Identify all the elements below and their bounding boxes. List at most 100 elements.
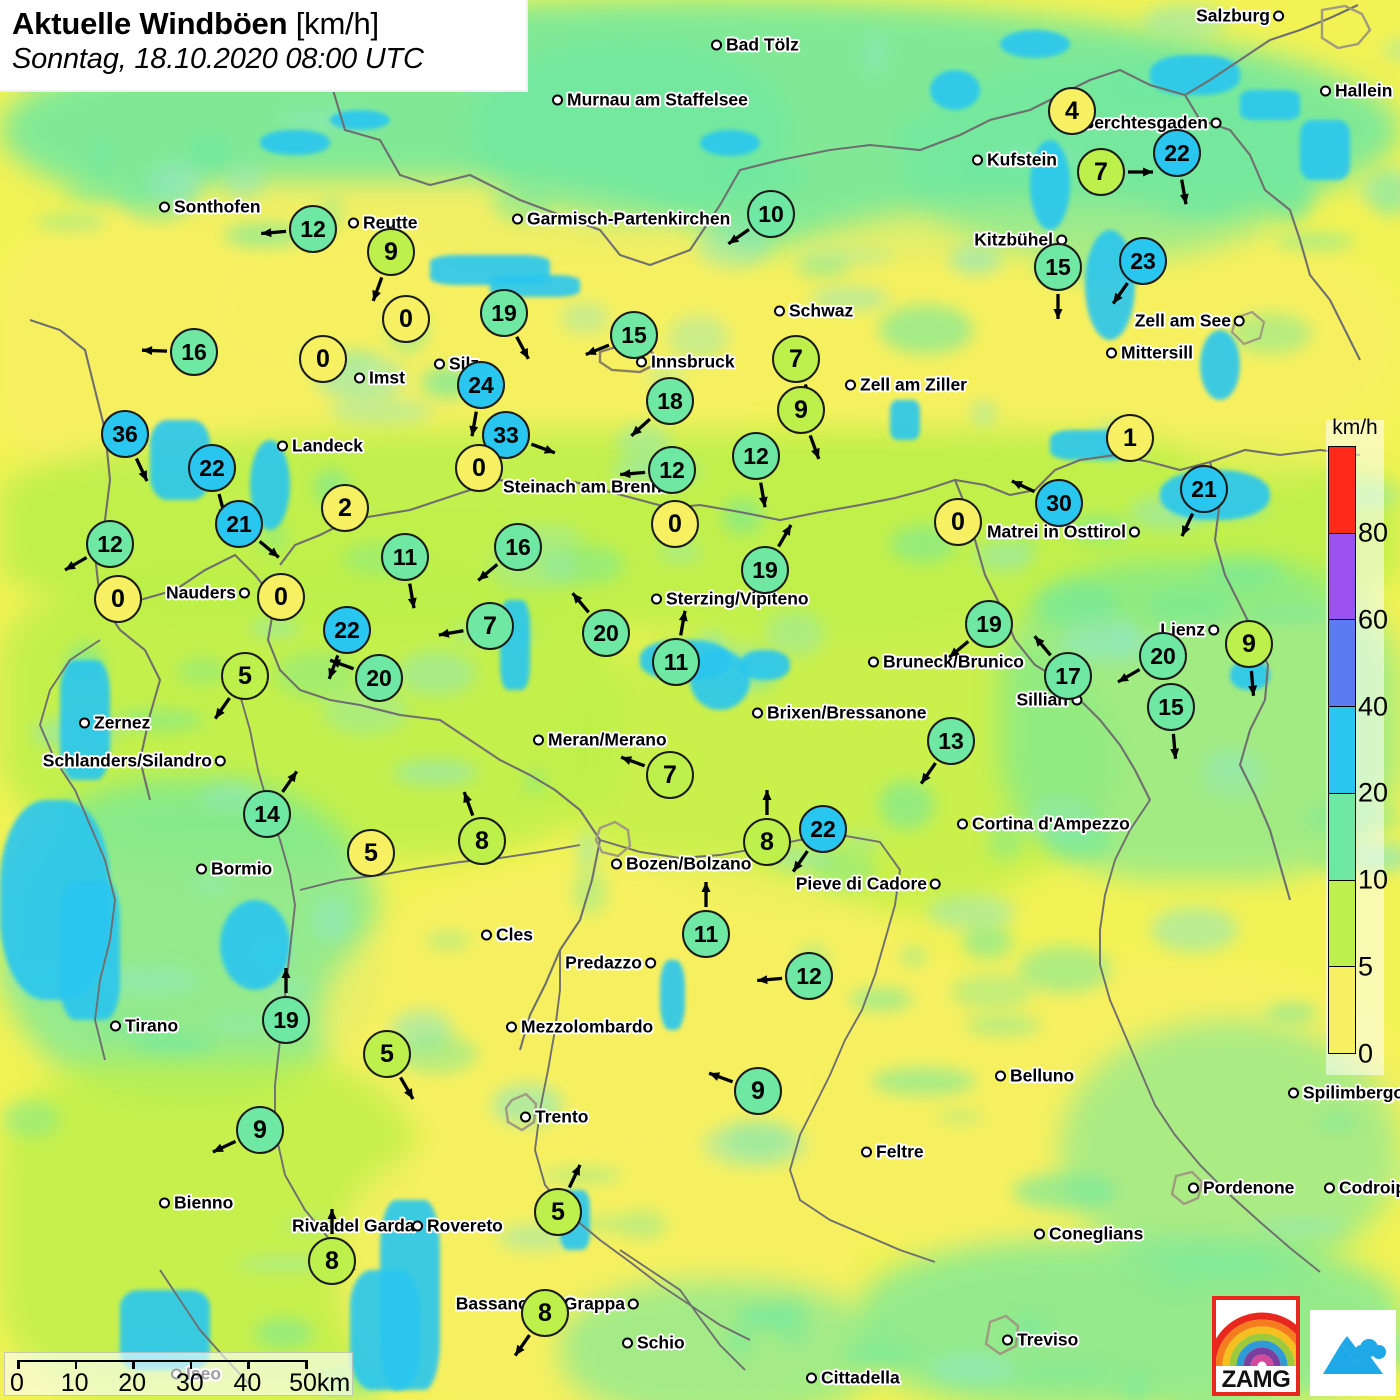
wind-station-marker[interactable]: 24: [457, 361, 505, 409]
wind-station-marker[interactable]: 16: [170, 328, 218, 376]
station-value-circle[interactable]: 5: [347, 829, 395, 877]
wind-station-marker[interactable]: 22: [799, 805, 847, 853]
station-value-circle[interactable]: 21: [1180, 465, 1228, 513]
wind-station-marker[interactable]: 7: [1077, 148, 1125, 196]
station-value-circle[interactable]: 12: [785, 952, 833, 1000]
wind-station-marker[interactable]: 9: [1225, 620, 1273, 668]
station-value-circle[interactable]: 12: [732, 432, 780, 480]
wind-station-marker[interactable]: 8: [458, 817, 506, 865]
station-value-circle[interactable]: 7: [1077, 148, 1125, 196]
station-value-circle[interactable]: 18: [646, 377, 694, 425]
wind-station-marker[interactable]: 19: [480, 289, 528, 337]
station-value-circle[interactable]: 20: [582, 609, 630, 657]
station-value-circle[interactable]: 5: [534, 1188, 582, 1236]
wind-station-marker[interactable]: 0: [94, 575, 142, 623]
wind-station-marker[interactable]: 12: [648, 446, 696, 494]
station-value-circle[interactable]: 13: [927, 717, 975, 765]
station-value-circle[interactable]: 16: [170, 328, 218, 376]
station-value-circle[interactable]: 0: [934, 498, 982, 546]
wind-station-marker[interactable]: 0: [299, 335, 347, 383]
station-value-circle[interactable]: 5: [363, 1030, 411, 1078]
station-value-circle[interactable]: 0: [94, 575, 142, 623]
station-value-circle[interactable]: 0: [257, 573, 305, 621]
wind-station-marker[interactable]: 22: [188, 444, 236, 492]
station-value-circle[interactable]: 0: [455, 444, 503, 492]
station-value-circle[interactable]: 36: [101, 410, 149, 458]
wind-station-marker[interactable]: 4: [1048, 87, 1096, 135]
wind-station-marker[interactable]: 9: [367, 228, 415, 276]
wind-station-marker[interactable]: 16: [494, 523, 542, 571]
station-value-circle[interactable]: 19: [262, 996, 310, 1044]
station-value-circle[interactable]: 9: [236, 1106, 284, 1154]
wind-station-marker[interactable]: 21: [215, 500, 263, 548]
wind-station-marker[interactable]: 5: [221, 652, 269, 700]
wind-station-marker[interactable]: 0: [382, 295, 430, 343]
station-value-circle[interactable]: 16: [494, 523, 542, 571]
station-value-circle[interactable]: 23: [1119, 237, 1167, 285]
wind-station-marker[interactable]: 15: [610, 311, 658, 359]
station-value-circle[interactable]: 21: [215, 500, 263, 548]
wind-station-marker[interactable]: 5: [347, 829, 395, 877]
wind-station-marker[interactable]: 20: [1139, 632, 1187, 680]
wind-station-marker[interactable]: 10: [747, 190, 795, 238]
station-value-circle[interactable]: 11: [652, 638, 700, 686]
wind-station-marker[interactable]: 36: [101, 410, 149, 458]
station-value-circle[interactable]: 20: [1139, 632, 1187, 680]
station-value-circle[interactable]: 12: [648, 446, 696, 494]
station-value-circle[interactable]: 0: [651, 500, 699, 548]
station-value-circle[interactable]: 0: [382, 295, 430, 343]
wind-station-marker[interactable]: 2: [321, 484, 369, 532]
station-value-circle[interactable]: 22: [188, 444, 236, 492]
wind-station-marker[interactable]: 19: [741, 546, 789, 594]
station-value-circle[interactable]: 0: [299, 335, 347, 383]
wind-station-marker[interactable]: 17: [1044, 652, 1092, 700]
wind-station-marker[interactable]: 18: [646, 377, 694, 425]
wind-station-marker[interactable]: 5: [534, 1188, 582, 1236]
station-value-circle[interactable]: 12: [86, 520, 134, 568]
station-value-circle[interactable]: 8: [521, 1289, 569, 1337]
station-value-circle[interactable]: 1: [1106, 414, 1154, 462]
wind-station-marker[interactable]: 22: [1153, 129, 1201, 177]
wind-station-marker[interactable]: 11: [381, 533, 429, 581]
wind-station-marker[interactable]: 0: [934, 498, 982, 546]
wind-station-marker[interactable]: 22: [323, 606, 371, 654]
wind-station-marker[interactable]: 15: [1034, 243, 1082, 291]
wind-station-marker[interactable]: 8: [308, 1237, 356, 1285]
wind-station-marker[interactable]: 12: [289, 205, 337, 253]
wind-station-marker[interactable]: 19: [965, 600, 1013, 648]
station-value-circle[interactable]: 15: [1147, 683, 1195, 731]
wind-station-marker[interactable]: 13: [927, 717, 975, 765]
wind-station-marker[interactable]: 11: [652, 638, 700, 686]
station-value-circle[interactable]: 15: [610, 311, 658, 359]
station-value-circle[interactable]: 22: [1153, 129, 1201, 177]
wind-station-marker[interactable]: 30: [1035, 479, 1083, 527]
wind-station-marker[interactable]: 0: [257, 573, 305, 621]
wind-station-marker[interactable]: 15: [1147, 683, 1195, 731]
wind-station-marker[interactable]: 7: [772, 335, 820, 383]
wind-station-marker[interactable]: 20: [582, 609, 630, 657]
wind-station-marker[interactable]: 11: [682, 910, 730, 958]
station-value-circle[interactable]: 24: [457, 361, 505, 409]
wind-station-marker[interactable]: 14: [243, 790, 291, 838]
wind-station-marker[interactable]: 0: [455, 444, 503, 492]
station-value-circle[interactable]: 9: [777, 386, 825, 434]
station-value-circle[interactable]: 7: [466, 602, 514, 650]
wind-station-marker[interactable]: 8: [521, 1289, 569, 1337]
station-value-circle[interactable]: 10: [747, 190, 795, 238]
station-value-circle[interactable]: 7: [772, 335, 820, 383]
station-value-circle[interactable]: 9: [734, 1067, 782, 1115]
station-value-circle[interactable]: 19: [741, 546, 789, 594]
wind-station-marker[interactable]: 8: [743, 818, 791, 866]
station-value-circle[interactable]: 19: [965, 600, 1013, 648]
wind-station-marker[interactable]: 20: [355, 654, 403, 702]
wind-station-marker[interactable]: 5: [363, 1030, 411, 1078]
station-value-circle[interactable]: 15: [1034, 243, 1082, 291]
station-value-circle[interactable]: 7: [646, 751, 694, 799]
station-value-circle[interactable]: 22: [799, 805, 847, 853]
station-value-circle[interactable]: 11: [381, 533, 429, 581]
station-value-circle[interactable]: 20: [355, 654, 403, 702]
station-value-circle[interactable]: 17: [1044, 652, 1092, 700]
station-value-circle[interactable]: 22: [323, 606, 371, 654]
station-value-circle[interactable]: 30: [1035, 479, 1083, 527]
station-value-circle[interactable]: 8: [308, 1237, 356, 1285]
